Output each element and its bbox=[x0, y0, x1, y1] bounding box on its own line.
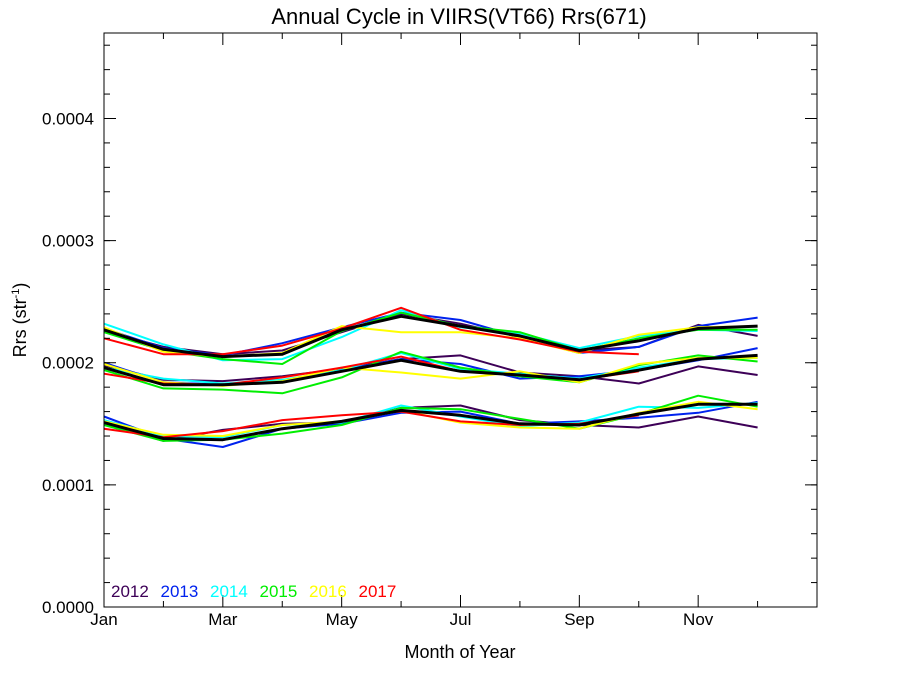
y-tick-label: 0.0004 bbox=[42, 109, 94, 128]
legend-item-2016: 2016 bbox=[309, 582, 347, 601]
legend-item-2014: 2014 bbox=[210, 582, 248, 601]
series-line-2014-2 bbox=[103, 402, 758, 439]
chart-title: Annual Cycle in VIIRS(VT66) Rrs(671) bbox=[271, 4, 646, 29]
x-tick-label: Jan bbox=[90, 610, 117, 629]
y-tick-label: 0.0003 bbox=[42, 232, 94, 251]
plot-area bbox=[103, 306, 758, 448]
mean-line-1 bbox=[103, 353, 758, 387]
mean-line-0 bbox=[103, 314, 758, 359]
mean-line-2 bbox=[103, 402, 758, 442]
y-axis-title-main: Rrs (str bbox=[10, 298, 30, 357]
y-axis-title: Rrs (str-1) bbox=[10, 283, 30, 358]
legend-item-2012: 2012 bbox=[111, 582, 149, 601]
x-tick-label: Jul bbox=[450, 610, 472, 629]
y-axis-title-end: ) bbox=[10, 283, 30, 289]
series-line-2012-1 bbox=[103, 354, 758, 385]
legend-item-2015: 2015 bbox=[260, 582, 298, 601]
x-tick-label: May bbox=[326, 610, 359, 629]
series-line-2014-1 bbox=[103, 352, 758, 385]
y-tick-label: 0.0002 bbox=[42, 354, 94, 373]
legend-item-2013: 2013 bbox=[161, 582, 199, 601]
legend: 2012 2013 2014 2015 2016 2017 bbox=[111, 582, 396, 601]
x-axis: Jan Mar May Jul Sep Nov bbox=[90, 33, 759, 629]
x-tick-label: Sep bbox=[564, 610, 594, 629]
y-axis-title-superscript: -1 bbox=[10, 289, 22, 299]
x-axis-title: Month of Year bbox=[404, 642, 515, 662]
x-tick-label: Mar bbox=[208, 610, 238, 629]
x-tick-label: Nov bbox=[683, 610, 714, 629]
legend-item-2017: 2017 bbox=[359, 582, 397, 601]
series-line-2017-0 bbox=[103, 306, 639, 356]
y-axis: 0.0000 0.0001 0.0002 0.0003 0.0004 bbox=[42, 44, 817, 617]
y-tick-label: 0.0001 bbox=[42, 476, 94, 495]
y-tick-label: 0.0000 bbox=[42, 598, 94, 617]
